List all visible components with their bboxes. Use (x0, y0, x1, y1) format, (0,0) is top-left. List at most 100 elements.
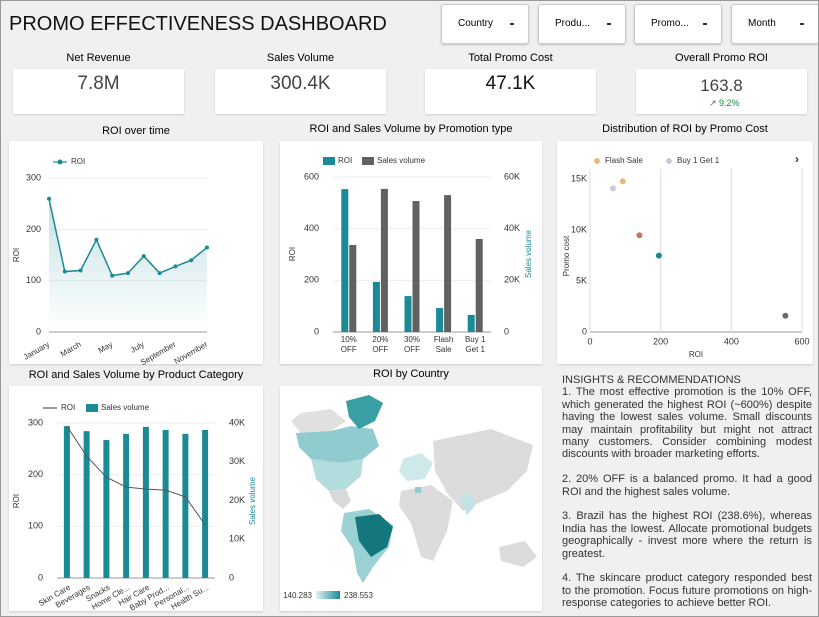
legend-swatch (86, 404, 98, 412)
bar (202, 429, 209, 578)
kpi-value: 47.1K (485, 73, 536, 94)
bar (341, 189, 349, 332)
x-axis-label: ROI (689, 350, 703, 359)
y2-tick-label: 30K (229, 456, 245, 466)
y2-axis-label: Sales volume (248, 476, 257, 525)
y-tick-label: 200 (304, 275, 319, 285)
insights-text: INSIGHTS & RECOMMENDATIONS 1. The most e… (562, 374, 812, 616)
x-tick-label: 200 (653, 336, 668, 346)
bar (142, 426, 149, 578)
scatter-point (782, 312, 789, 319)
bar (63, 426, 70, 578)
bar (467, 314, 475, 332)
x-tick-label: 0 (587, 336, 592, 346)
kpi-value: 7.8M (77, 73, 120, 94)
y-tick-label: 300 (26, 173, 41, 183)
insights-title: INSIGHTS & RECOMMENDATIONS (562, 374, 741, 386)
y-tick-label: 0 (314, 326, 319, 336)
dashboard-title: PROMO EFFECTIVENESS DASHBOARD (9, 13, 387, 35)
legend-label: Flash Sale (605, 156, 643, 165)
bar (103, 440, 110, 578)
x-tick-label: 400 (724, 336, 739, 346)
y-axis-label: ROI (288, 247, 297, 261)
country-shape (355, 514, 393, 557)
y-tick-label: 0 (582, 326, 587, 336)
y-tick-label: 100 (28, 521, 43, 531)
legend-swatch (57, 159, 63, 165)
legend-label: ROI (71, 157, 85, 166)
kpi-card (425, 69, 596, 114)
y-tick-label: 200 (26, 224, 41, 234)
kpi-label: Sales Volume (266, 52, 335, 64)
scatter-point (619, 178, 626, 185)
country-shape (296, 426, 379, 463)
insight-paragraph: 4. The skincare product category respond… (562, 572, 812, 610)
y2-tick-label: 0 (229, 572, 234, 582)
map-legend-min: 140.283 (283, 591, 312, 600)
x-tick-label: 20% OFF (372, 335, 389, 354)
chart-title: Distribution of ROI by Promo Cost (602, 123, 768, 135)
world-map (291, 395, 537, 583)
bar (182, 433, 189, 578)
filter-dropdown[interactable]: Produ... (538, 4, 626, 44)
y-tick-label: 200 (28, 469, 43, 479)
line (66, 425, 206, 526)
legend-swatch (666, 158, 672, 164)
y-tick-label: 0 (36, 326, 41, 336)
y2-tick-label: 10K (229, 534, 245, 544)
kpi-delta: ↗︎ 9.2% (709, 98, 740, 108)
x-tick-label: November (173, 340, 210, 366)
y-tick-label: 5K (576, 275, 587, 285)
y-axis-label: ROI (12, 248, 21, 262)
kpi-card (13, 69, 184, 114)
x-tick-label: 30% OFF (403, 335, 420, 354)
bar (404, 296, 412, 332)
country-shape (499, 541, 537, 567)
y2-tick-label: 0 (504, 326, 509, 336)
filter-dropdown[interactable]: Promo... (634, 4, 722, 44)
country-shape (399, 453, 433, 481)
x-tick-label: Buy 1 Get 1 (464, 335, 486, 354)
bar (380, 188, 388, 332)
country-shape (415, 487, 421, 493)
y2-tick-label: 40K (229, 417, 245, 427)
y-tick-label: 100 (26, 275, 41, 285)
legend-label: ROI (338, 156, 352, 165)
country-shape (433, 429, 533, 511)
y2-tick-label: 20K (504, 275, 520, 285)
kpi-label: Total Promo Cost (468, 52, 553, 64)
kpi-delta-value: 9.2% (719, 98, 740, 108)
legend-label: Sales volume (377, 156, 426, 165)
country-shape (291, 409, 346, 433)
x-tick-label: March (59, 340, 83, 359)
x-tick-label: May (97, 340, 115, 355)
chart-title: ROI and Sales Volume by Promotion type (309, 123, 513, 135)
y2-tick-label: 60K (504, 171, 520, 181)
scatter-point (609, 185, 616, 192)
bar (83, 431, 90, 578)
line-area (49, 198, 207, 332)
bar (475, 239, 483, 332)
bar (349, 244, 357, 332)
country-shape (311, 459, 363, 491)
legend-label: Buy 1 Get 1 (677, 156, 720, 165)
legend-swatch (362, 157, 374, 165)
chart-title: ROI over time (102, 125, 170, 137)
country-shape (399, 485, 453, 561)
kpi-value: 163.8 (700, 76, 743, 95)
legend-label: ROI (61, 403, 75, 412)
legend-label: Sales volume (101, 403, 150, 412)
kpi-label: Overall Promo ROI (675, 52, 768, 64)
bar (436, 307, 444, 332)
legend-swatch (594, 158, 600, 164)
bar (162, 429, 169, 578)
map-legend-gradient (316, 591, 340, 599)
scatter-point (636, 232, 643, 239)
filter-dropdown[interactable]: Month (731, 4, 818, 44)
bar (372, 281, 380, 332)
bar (444, 195, 452, 332)
y2-axis-label: Sales volume (524, 229, 533, 278)
filter-dropdown[interactable]: Country (441, 4, 529, 44)
